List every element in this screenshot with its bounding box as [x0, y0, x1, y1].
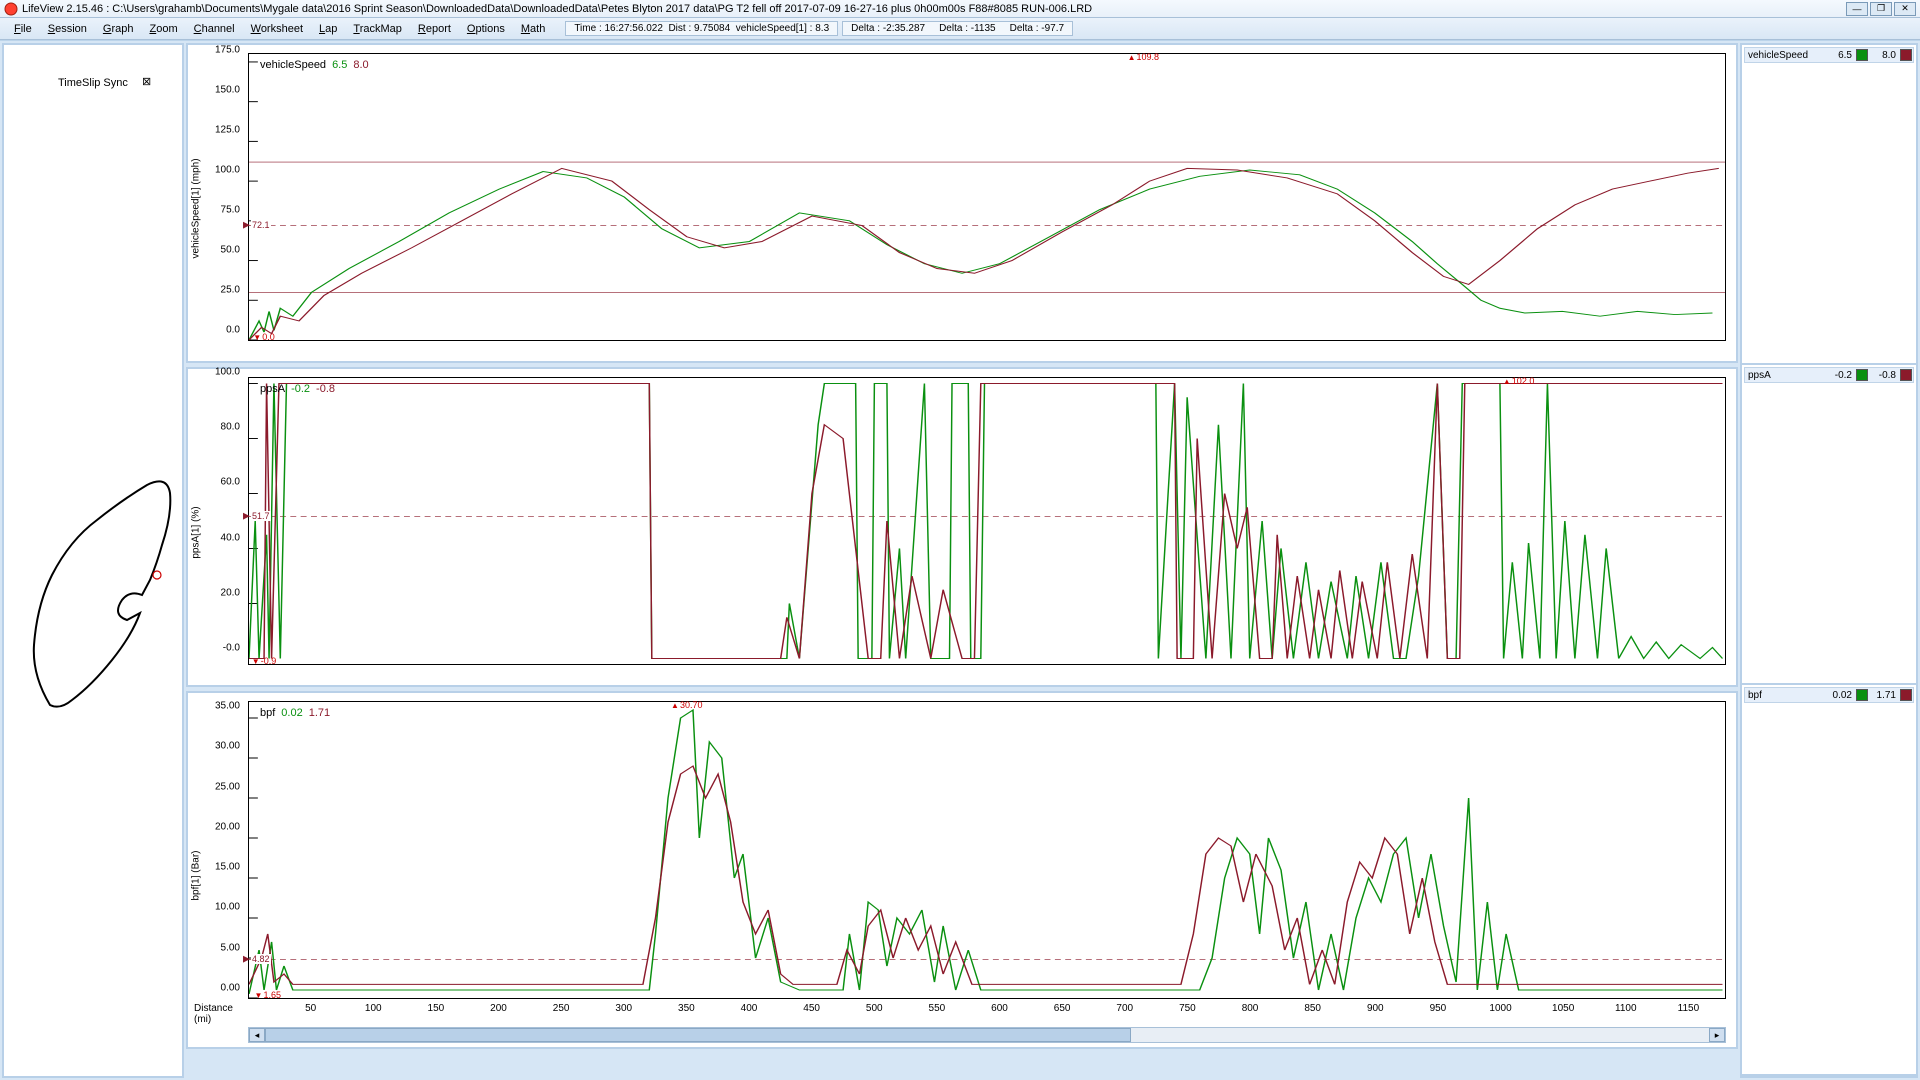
legend-swatch-1	[1856, 689, 1868, 701]
cursor-pointer-icon: ▶	[243, 511, 250, 522]
chart-title: bpf0.021.71	[260, 707, 330, 719]
legend-val-1: 6.5	[1825, 50, 1855, 61]
menu-graph[interactable]: Graph	[95, 21, 142, 37]
status-readout: Time : 16:27:56.022 Dist : 9.75084 vehic…	[565, 21, 838, 36]
y-tick: 100.0	[215, 366, 240, 377]
cursor-value: 72.1	[251, 220, 271, 230]
close-button[interactable]: ✕	[1894, 2, 1916, 16]
menu-math[interactable]: Math	[513, 21, 553, 37]
legend-swatch-1	[1856, 369, 1868, 381]
y-tick: 60.0	[221, 477, 240, 488]
timeslip-label: TimeSlip Sync	[58, 77, 128, 89]
titlebar: LifeView 2.15.46 : C:\Users\grahamb\Docu…	[0, 0, 1920, 18]
max-marker: 102.0	[1503, 376, 1534, 386]
legend-val-2: 1.71	[1869, 690, 1899, 701]
minimize-button[interactable]: —	[1846, 2, 1868, 16]
y-tick: 150.0	[215, 85, 240, 96]
min-marker: 1.65	[255, 990, 281, 1000]
legend-ppsA[interactable]: ppsA-0.2 -0.8	[1742, 365, 1916, 685]
x-axis-label: Distance(mi)	[194, 1003, 233, 1025]
menu-options[interactable]: Options	[459, 21, 513, 37]
y-tick: 40.0	[221, 532, 240, 543]
menu-zoom[interactable]: Zoom	[141, 21, 185, 37]
chart-title: vehicleSpeed6.58.0	[260, 59, 369, 71]
legend-val-1: -0.2	[1825, 370, 1855, 381]
cursor-value: 4.82	[251, 954, 271, 964]
scroll-left-button[interactable]: ◂	[249, 1028, 265, 1042]
y-tick: 125.0	[215, 125, 240, 136]
legend-bpf[interactable]: bpf0.02 1.71	[1742, 685, 1916, 1076]
legend-name: bpf	[1745, 690, 1825, 701]
max-marker: 109.8	[1128, 52, 1159, 62]
y-tick: 25.00	[215, 781, 240, 792]
y-tick: 50.0	[221, 245, 240, 256]
legend-swatch-2	[1900, 369, 1912, 381]
y-tick: 20.0	[221, 588, 240, 599]
menu-channel[interactable]: Channel	[186, 21, 243, 37]
legend-swatch-2	[1900, 49, 1912, 61]
chart-vehicleSpeed[interactable]: vehicleSpeed[1] (mph)0.025.050.075.0100.…	[186, 43, 1738, 363]
y-tick: 5.00	[221, 942, 240, 953]
cursor-pointer-icon: ▶	[243, 220, 250, 231]
y-tick: 20.00	[215, 821, 240, 832]
plot-area[interactable]: 102.0-0.951.7▶	[248, 377, 1726, 665]
y-tick: 0.0	[226, 325, 240, 336]
legend-name: vehicleSpeed	[1745, 50, 1825, 61]
cursor-pointer-icon: ▶	[243, 954, 250, 965]
legend-name: ppsA	[1745, 370, 1825, 381]
menubar: FileSessionGraphZoomChannelWorksheetLapT…	[0, 18, 1920, 40]
x-ticks: 5010015020025030035040045050055060065070…	[248, 1003, 1726, 1019]
y-tick: 25.0	[221, 285, 240, 296]
maximize-button[interactable]: ❐	[1870, 2, 1892, 16]
menu-session[interactable]: Session	[40, 21, 95, 37]
chart-ppsA[interactable]: ppsA[1] (%)-0.020.040.060.080.0100.0102.…	[186, 367, 1738, 687]
y-tick: -0.0	[223, 643, 240, 654]
right-panel: vehicleSpeed6.5 8.0 ppsA-0.2 -0.8 bpf0.02 1.7…	[1740, 43, 1918, 1078]
menu-trackmap[interactable]: TrackMap	[345, 21, 410, 37]
y-tick: 0.00	[221, 983, 240, 994]
status-delta: Delta : -2:35.287Delta : -1135Delta : -9…	[842, 21, 1073, 36]
y-tick: 15.00	[215, 862, 240, 873]
y-tick: 30.00	[215, 741, 240, 752]
chart-title: ppsA-0.2-0.8	[260, 383, 335, 395]
cursor-value: 51.7	[251, 511, 271, 521]
menu-worksheet[interactable]: Worksheet	[243, 21, 311, 37]
app-icon	[4, 2, 18, 16]
legend-swatch-2	[1900, 689, 1912, 701]
y-tick: 100.0	[215, 165, 240, 176]
legend-vehicleSpeed[interactable]: vehicleSpeed6.5 8.0	[1742, 45, 1916, 365]
y-tick: 10.00	[215, 902, 240, 913]
left-panel: TimeSlip Sync ⊠	[2, 43, 184, 1078]
plot-area[interactable]: 30.701.654.82▶	[248, 701, 1726, 999]
window-title: LifeView 2.15.46 : C:\Users\grahamb\Docu…	[22, 3, 1846, 15]
scroll-right-button[interactable]: ▸	[1709, 1028, 1725, 1042]
max-marker: 30.70	[671, 700, 702, 710]
timeslip-close-icon[interactable]: ⊠	[142, 75, 151, 88]
y-tick: 175.0	[215, 45, 240, 56]
legend-val-2: -0.8	[1869, 370, 1899, 381]
center-panel: vehicleSpeed[1] (mph)0.025.050.075.0100.…	[186, 43, 1738, 1078]
legend-swatch-1	[1856, 49, 1868, 61]
legend-val-2: 8.0	[1869, 50, 1899, 61]
min-marker: 0.0	[253, 332, 274, 342]
main-area: TimeSlip Sync ⊠ vehicleSpeed[1] (mph)0.0…	[0, 40, 1920, 1080]
y-tick: 75.0	[221, 205, 240, 216]
menu-lap[interactable]: Lap	[311, 21, 345, 37]
menu-report[interactable]: Report	[410, 21, 459, 37]
plot-area[interactable]: 109.80.072.1▶	[248, 53, 1726, 341]
chart-bpf[interactable]: bpf[1] (Bar)0.005.0010.0015.0020.0025.00…	[186, 691, 1738, 1049]
scroll-thumb[interactable]	[265, 1028, 1131, 1042]
min-marker: -0.9	[252, 656, 276, 666]
y-tick: 35.00	[215, 701, 240, 712]
x-scrollbar[interactable]: ◂▸	[248, 1027, 1726, 1043]
y-tick: 80.0	[221, 421, 240, 432]
legend-val-1: 0.02	[1825, 690, 1855, 701]
track-map[interactable]	[12, 465, 182, 725]
menu-file[interactable]: File	[6, 21, 40, 37]
